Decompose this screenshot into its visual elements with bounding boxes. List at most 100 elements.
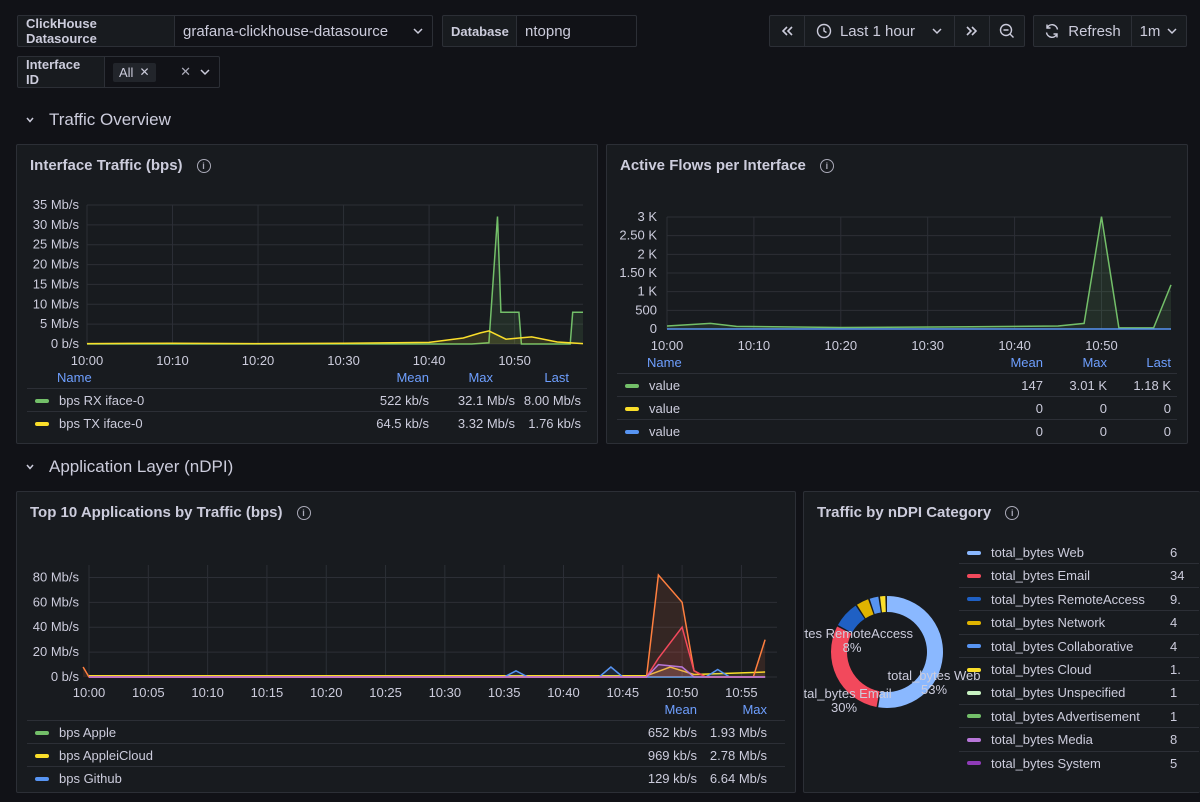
legend-row[interactable]: total_bytes Unspecified bbox=[967, 685, 1125, 700]
series-color-swatch bbox=[625, 406, 639, 411]
zoom-out-button[interactable] bbox=[989, 15, 1025, 47]
y-tick-label: 60 Mb/s bbox=[33, 594, 80, 609]
y-tick-label: 1.50 K bbox=[619, 265, 657, 280]
legend-header-name[interactable]: Name bbox=[57, 370, 92, 385]
legend-header-mean[interactable]: Mean bbox=[396, 370, 429, 385]
legend-header-max[interactable]: Max bbox=[468, 370, 493, 385]
legend-header-max[interactable]: Max bbox=[742, 702, 767, 717]
legend-row[interactable]: value 0 0 0 bbox=[617, 419, 1177, 443]
y-tick-label: 0 b/s bbox=[51, 669, 80, 684]
series-name: value bbox=[649, 401, 681, 416]
chevron-down-icon bbox=[26, 464, 34, 470]
info-icon[interactable]: i bbox=[1005, 505, 1020, 520]
row-application-layer[interactable]: Application Layer (nDPI) bbox=[25, 457, 233, 477]
clear-icon[interactable]: ✕ bbox=[180, 64, 191, 79]
series-line bbox=[89, 666, 766, 678]
donut-slice[interactable] bbox=[837, 605, 865, 633]
donut-slice[interactable] bbox=[856, 599, 874, 619]
x-tick-label: 10:10 bbox=[191, 685, 224, 700]
y-tick-label: 500 bbox=[635, 302, 657, 317]
legend-header-last[interactable]: Last bbox=[1146, 355, 1171, 370]
donut-slice[interactable] bbox=[879, 596, 886, 613]
datasource-variable-select[interactable]: grafana-clickhouse-datasource bbox=[175, 15, 433, 47]
legend-row[interactable]: value 0 0 0 bbox=[617, 396, 1177, 420]
legend-value: 8 bbox=[1170, 732, 1178, 748]
info-icon[interactable]: i bbox=[196, 158, 211, 173]
legend-row[interactable]: total_bytes Media bbox=[967, 732, 1093, 747]
donut-label-percent: 30% bbox=[831, 700, 857, 715]
donut-slice[interactable] bbox=[831, 626, 880, 708]
series-name: bps RX iface-0 bbox=[59, 393, 145, 408]
x-tick-label: 10:55 bbox=[725, 685, 758, 700]
y-tick-label: 0 bbox=[650, 321, 657, 336]
info-icon[interactable]: i bbox=[296, 505, 311, 520]
panel-header[interactable]: Interface Traffic (bps) i bbox=[30, 157, 211, 174]
donut-slice[interactable] bbox=[878, 596, 943, 708]
legend-row[interactable]: total_bytes Cloud bbox=[967, 662, 1091, 677]
panel-header[interactable]: Active Flows per Interface i bbox=[620, 157, 834, 174]
legend-value-last: 0 bbox=[1163, 424, 1171, 439]
legend-divider bbox=[959, 680, 1199, 682]
y-tick-label: 80 Mb/s bbox=[33, 569, 80, 584]
legend-row[interactable]: bps TX iface-0 64.5 kb/s 3.32 Mb/s 1.76 kb/… bbox=[27, 411, 587, 435]
legend-header-mean[interactable]: Mean bbox=[664, 702, 697, 717]
series-name: total_bytes Unspecified bbox=[991, 685, 1126, 701]
legend-value-mean: 969 kb/s bbox=[647, 748, 697, 763]
y-tick-label: 15 Mb/s bbox=[33, 276, 80, 291]
legend-header-name[interactable]: Name bbox=[647, 355, 682, 370]
legend-row[interactable]: total_bytes Network bbox=[967, 615, 1105, 630]
time-shift-back-button[interactable] bbox=[769, 15, 805, 47]
panel-header[interactable]: Traffic by nDPI Category i bbox=[817, 504, 1020, 521]
interface-chip[interactable]: All ✕ bbox=[113, 62, 156, 82]
legend-value: 1. bbox=[1170, 662, 1181, 677]
database-input[interactable]: ntopng bbox=[517, 15, 637, 47]
legend-row[interactable]: total_bytes Collaborative bbox=[967, 639, 1133, 654]
row-title: Application Layer (nDPI) bbox=[49, 457, 234, 476]
series-color-swatch bbox=[967, 620, 981, 625]
time-range-picker[interactable]: Last 1 hour bbox=[804, 15, 955, 47]
chip-remove-icon[interactable]: ✕ bbox=[139, 65, 150, 79]
series-name: bps Apple bbox=[59, 725, 117, 740]
x-tick-label: 10:35 bbox=[488, 685, 521, 700]
legend-divider bbox=[959, 586, 1199, 588]
refresh-button[interactable]: Refresh bbox=[1033, 15, 1132, 47]
active-flows-chart[interactable]: 0 500 1 K 1.50 K 2 K 2.50 K 3 K 10:00 10:10 10:20… bbox=[607, 195, 1187, 355]
chevron-down-icon bbox=[1167, 28, 1177, 35]
info-icon[interactable]: i bbox=[819, 158, 834, 173]
legend-value-mean: 129 kb/s bbox=[647, 771, 697, 786]
legend-value: 34 bbox=[1170, 568, 1185, 584]
legend-row[interactable]: bps Apple 652 kb/s 1.93 Mb/s bbox=[27, 720, 785, 744]
top-applications-chart[interactable]: 0 b/s 20 Mb/s 40 Mb/s 60 Mb/s 80 Mb/s 10:00 10… bbox=[17, 542, 795, 704]
y-tick-label: 2.50 K bbox=[619, 228, 657, 243]
y-tick-label: 0 b/s bbox=[51, 336, 80, 351]
legend-row[interactable]: total_bytes Email bbox=[967, 568, 1090, 583]
legend-row[interactable]: bps RX iface-0 522 kb/s 32.1 Mb/s 8.00 Mb/s bbox=[27, 388, 587, 412]
interface-multiselect[interactable]: All ✕ ✕ bbox=[105, 56, 220, 88]
series-name: total_bytes Cloud bbox=[991, 662, 1092, 677]
interface-traffic-chart[interactable]: 0 b/s 5 Mb/s 10 Mb/s 15 Mb/s 20 Mb/s 25 Mb/s 3… bbox=[17, 195, 597, 370]
legend-value-max: 3.01 K bbox=[1069, 378, 1107, 393]
legend-row[interactable]: bps AppleiCloud 969 kb/s 2.78 Mb/s bbox=[27, 743, 785, 767]
legend-header-max[interactable]: Max bbox=[1082, 355, 1107, 370]
legend-header-mean[interactable]: Mean bbox=[1010, 355, 1043, 370]
legend-row[interactable]: total_bytes Web bbox=[967, 545, 1084, 560]
legend-row[interactable]: bps Github 129 kb/s 6.64 Mb/s bbox=[27, 766, 785, 790]
legend-divider bbox=[959, 610, 1199, 612]
panel-title: Traffic by nDPI Category bbox=[817, 504, 992, 521]
legend-header-last[interactable]: Last bbox=[544, 370, 569, 385]
row-traffic-overview[interactable]: Traffic Overview bbox=[25, 110, 171, 130]
time-shift-forward-button[interactable] bbox=[954, 15, 990, 47]
refresh-label: Refresh bbox=[1068, 22, 1121, 40]
legend-value-last: 1.76 kb/s bbox=[528, 416, 581, 431]
series-color-swatch bbox=[35, 776, 49, 781]
legend-row[interactable]: value 147 3.01 K 1.18 K bbox=[617, 373, 1177, 397]
legend-row[interactable]: total_bytes System bbox=[967, 756, 1101, 771]
y-tick-label: 1 K bbox=[637, 284, 657, 299]
refresh-interval-picker[interactable]: 1m bbox=[1131, 15, 1187, 47]
legend-value-last: 8.00 Mb/s bbox=[523, 393, 581, 408]
legend-row[interactable]: total_bytes RemoteAccess bbox=[967, 592, 1145, 607]
legend-row[interactable]: total_bytes Advertisement bbox=[967, 709, 1140, 724]
panel-header[interactable]: Top 10 Applications by Traffic (bps) i bbox=[30, 504, 311, 521]
donut-slice[interactable] bbox=[869, 596, 881, 614]
